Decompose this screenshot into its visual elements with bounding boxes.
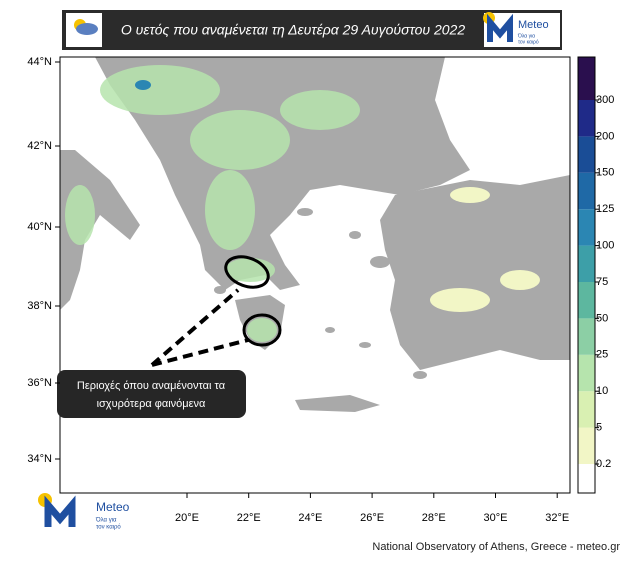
logo-subtext: Όλα για (517, 33, 535, 39)
title-bar (62, 10, 562, 50)
map-frame (59, 56, 571, 494)
logo-text: Meteo (518, 19, 549, 31)
island (214, 286, 226, 294)
title: Ο υετός που αναμένεται τη Δευτέρα 29 Αυγ… (121, 22, 465, 38)
lon-label: 24°E (298, 512, 322, 524)
legend-swatch (578, 57, 595, 100)
footer: National Observatory of Athens, Greece -… (372, 541, 620, 553)
rain-patch (500, 270, 540, 290)
legend-swatch (578, 282, 595, 319)
rain-patch (280, 90, 360, 130)
lat-label: 40°N (27, 221, 52, 233)
legend-label: 300 (596, 94, 614, 106)
annotation-text: ισχυρότερα φαινόμενα (97, 398, 206, 410)
lon-label: 32°E (545, 512, 569, 524)
land-crete (295, 395, 380, 412)
lon-label: 22°E (237, 512, 261, 524)
map: Περιοχές όπου αναμένονται τα ισχυρότερα … (57, 56, 571, 494)
legend-swatch (578, 427, 595, 464)
legend-label: 150 (596, 167, 614, 179)
legend-label: 25 (596, 349, 608, 361)
rain-patch (450, 187, 490, 203)
rain-patch (65, 185, 95, 245)
heavy-rain (135, 80, 151, 90)
lon-label: 28°E (422, 512, 446, 524)
legend: 0.2 5 10 25 50 75 100 125 150 200 300 (577, 56, 614, 494)
logo-m (44, 495, 76, 527)
arrow (150, 288, 240, 367)
legend-label: 0.2 (596, 458, 611, 470)
island (359, 342, 371, 348)
legend-label: 200 (596, 130, 614, 142)
land-turkey (380, 175, 570, 370)
cloud-icon (76, 23, 98, 35)
lat-label: 36°N (27, 377, 52, 389)
arrow (151, 338, 249, 367)
legend-label: 5 (596, 422, 602, 434)
logo-text: Meteo (96, 500, 130, 514)
legend-label: 75 (596, 276, 608, 288)
lon-label: 20°E (175, 512, 199, 524)
island (370, 256, 390, 268)
legend-swatch (578, 172, 595, 210)
lat-label: 34°N (27, 453, 52, 465)
logo-subtext: Όλα για (95, 518, 117, 524)
lat-label: 44°N (27, 56, 52, 68)
land-balkans (95, 57, 470, 290)
legend-label: 10 (596, 385, 608, 397)
legend-swatch (578, 245, 595, 282)
legend-frame (577, 56, 596, 494)
lon-label: 30°E (484, 512, 508, 524)
legend-swatch (578, 136, 595, 173)
rain-patch (247, 318, 277, 342)
legend-swatch (578, 391, 595, 428)
island (413, 371, 427, 379)
logo-subtext: τον καιρό (518, 38, 539, 45)
logo-subtext: τον καιρό (96, 524, 121, 531)
island (297, 208, 313, 216)
annotation-box (57, 370, 246, 418)
legend-label: 50 (596, 312, 608, 324)
island (325, 327, 335, 333)
legend-swatch (578, 318, 595, 355)
annotation-text: Περιοχές όπου αναμένονται τα (77, 380, 226, 392)
lon-label: 26°E (360, 512, 384, 524)
rain-patch (100, 65, 220, 115)
legend-swatch (578, 354, 595, 392)
lat-label: 38°N (27, 300, 52, 312)
axes: 44°N 42°N 40°N 38°N 36°N 34°N 20°E 22°E 24°E 26°E… (27, 56, 569, 524)
rain-patch (205, 170, 255, 250)
island (349, 231, 361, 239)
logo-m (487, 13, 513, 42)
light-rain (430, 187, 540, 312)
legend-swatch (578, 464, 595, 493)
legend-swatch (578, 100, 595, 137)
islands (214, 208, 427, 379)
rain-patch (190, 110, 290, 170)
rain-patch (430, 288, 490, 312)
lat-label: 42°N (27, 140, 52, 152)
legend-label: 125 (596, 203, 614, 215)
legend-label: 100 (596, 240, 614, 252)
highlight-ellipse (224, 255, 270, 289)
highlight-ellipse (242, 313, 282, 347)
legend-swatch (578, 209, 595, 246)
